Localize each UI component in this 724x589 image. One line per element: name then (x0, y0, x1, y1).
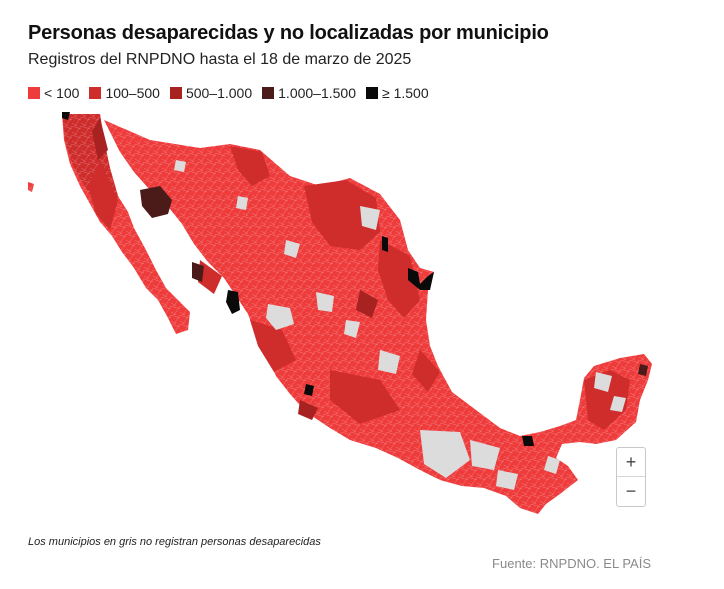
region-100-500 (198, 260, 222, 294)
legend-label: 500–1.000 (185, 85, 253, 101)
zoom-control: + − (616, 447, 646, 507)
legend-item-1000-1500: 1.000–1.500 (262, 85, 356, 101)
region-100-500 (330, 370, 400, 424)
region-500-1000 (298, 400, 318, 420)
region-100-500 (230, 146, 270, 186)
legend-swatch (89, 87, 102, 99)
region-1000-1500 (192, 262, 204, 282)
legend-swatch (366, 87, 378, 99)
region-100-500 (88, 160, 118, 230)
legend-swatch (262, 87, 275, 99)
region-1000-1500 (140, 186, 172, 218)
gray-municipalities-note: Los municipios en gris no registran pers… (28, 536, 321, 548)
legend-label: 100–500 (105, 85, 160, 101)
legend-label: 1.000–1.500 (278, 85, 356, 101)
map-title: Personas desaparecidas y no localizadas … (28, 22, 549, 44)
legend-label: ≥ 1.500 (382, 85, 429, 101)
region-100-500 (378, 240, 420, 318)
legend-item-lt-100: < 100 (28, 85, 79, 101)
region-500-1000 (92, 118, 108, 160)
source-credit: Fuente: RNPDNO. EL PAÍS (492, 556, 651, 571)
map-subtitle: Registros del RNPDNO hasta el 18 de marz… (28, 51, 412, 68)
region-100-500 (250, 320, 296, 372)
mexico-choropleth-map[interactable] (0, 110, 724, 530)
region-500-1000 (356, 290, 378, 318)
region-gte-1500 (522, 436, 534, 446)
region-gte-1500 (226, 290, 240, 314)
zoom-in-button[interactable]: + (617, 448, 645, 477)
region-100-500 (304, 180, 380, 250)
region-1000-1500 (638, 364, 648, 376)
zoom-out-button[interactable]: − (625, 480, 637, 501)
legend-swatch (28, 87, 40, 99)
no-data-municipalities (174, 160, 626, 490)
legend-item-500-1000: 500–1.000 (169, 85, 253, 101)
region-gte-1500 (382, 236, 388, 252)
legend-item-100-500: 100–500 (89, 85, 160, 101)
legend-swatch (169, 87, 182, 99)
region-100-500 (412, 350, 440, 392)
region-gte-1500 (408, 268, 434, 290)
legend-label: < 100 (44, 85, 80, 101)
legend: < 100 100–500 500–1.000 1.000–1.500 ≥ 1.… (28, 85, 439, 101)
region-gte-1500 (304, 384, 314, 396)
legend-item-gte-1500: ≥ 1.500 (366, 85, 429, 101)
region-gte-1500 (62, 112, 70, 120)
